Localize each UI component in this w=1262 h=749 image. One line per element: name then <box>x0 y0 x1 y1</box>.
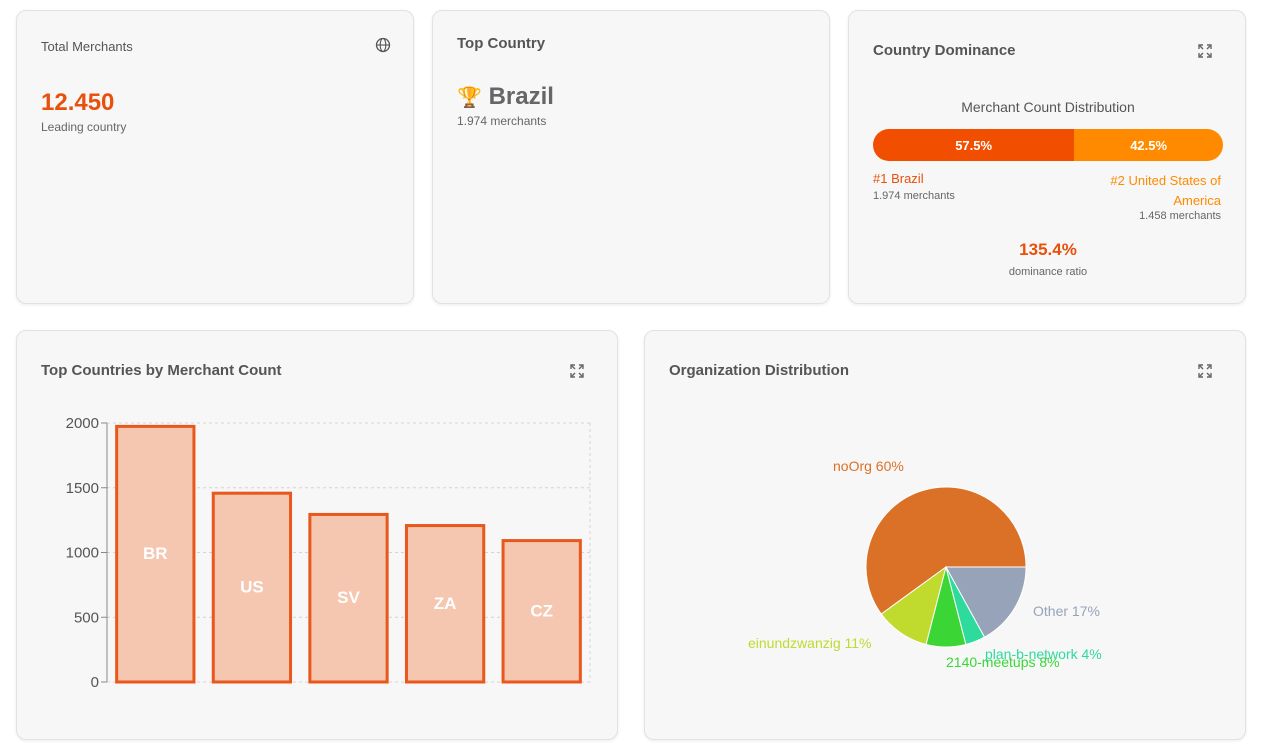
bar-cz <box>501 539 582 684</box>
pie-chart-card: Organization Distribution noOrg 60% einun… <box>644 330 1246 740</box>
y-tick-label: 0 <box>91 674 99 691</box>
bar-label: ZA <box>434 594 457 613</box>
distribution-bar: 57.5% 42.5% <box>873 129 1223 161</box>
card-title: Top Country <box>457 35 546 52</box>
bar-sv <box>308 512 389 684</box>
total-merchants-subtitle: Leading country <box>41 120 127 134</box>
bar-za <box>404 524 486 684</box>
expand-icon[interactable] <box>569 363 585 379</box>
distribution-segment-first: 57.5% <box>873 129 1075 161</box>
trophy-icon: 🏆 <box>457 87 482 109</box>
pie-chart: noOrg 60% einundzwanzig 11% 2140-meetups 8… <box>748 458 1102 670</box>
pie-label: Other 17% <box>1033 603 1100 619</box>
second-country-label: #2 United States of America <box>1110 173 1221 208</box>
first-country-merchants: 1.974 merchants <box>873 190 955 202</box>
card-title: Total Merchants <box>41 39 133 54</box>
top-country-name: Brazil <box>488 83 554 110</box>
expand-icon[interactable] <box>1197 363 1213 379</box>
total-merchants-card: Total Merchants 12.450 Leading country <box>16 10 414 304</box>
first-country-label: #1 Brazil <box>873 171 924 186</box>
bar-us <box>211 491 293 684</box>
globe-icon <box>375 37 391 53</box>
pie-label: noOrg 60% <box>833 458 904 474</box>
pie-label: einundzwanzig 11% <box>748 635 872 651</box>
pie-slice <box>865 486 1027 615</box>
y-tick-label: 1000 <box>66 545 99 562</box>
bar-label: CZ <box>530 601 553 620</box>
total-merchants-value: 12.450 <box>41 89 115 116</box>
country-dominance-card: Country Dominance Merchant Count Distrib… <box>848 10 1246 304</box>
dominance-ratio-value: 135.4% <box>1019 240 1077 259</box>
card-title: Organization Distribution <box>669 362 849 379</box>
expand-icon[interactable] <box>1197 43 1213 59</box>
card-title: Country Dominance <box>873 42 1016 59</box>
distribution-title: Merchant Count Distribution <box>961 99 1135 115</box>
bar-br <box>115 424 196 684</box>
bar-label: SV <box>337 588 360 607</box>
y-tick-label: 2000 <box>66 415 99 432</box>
bar-chart: 0 500 1000 1500 2000 BR US SV ZA CZ <box>66 415 591 691</box>
distribution-segment-second: 42.5% <box>1074 129 1223 161</box>
bar-label: BR <box>143 544 168 563</box>
card-title: Top Countries by Merchant Count <box>41 362 282 379</box>
pie-label: plan-b-network 4% <box>985 646 1102 662</box>
bar-label: US <box>240 578 264 597</box>
top-country-merchants: 1.974 merchants <box>457 114 547 128</box>
y-tick-label: 1500 <box>66 480 99 497</box>
second-country-merchants: 1.458 merchants <box>1139 210 1221 222</box>
top-country-heading: 🏆 Brazil <box>457 83 554 111</box>
dominance-ratio-label: dominance ratio <box>1008 266 1088 278</box>
pie-slice <box>945 566 1027 638</box>
y-tick-label: 500 <box>74 609 99 626</box>
top-country-card: Top Country 🏆 Brazil 1.974 merchants <box>432 10 830 304</box>
bar-chart-card: Top Countries by Merchant Count 0 500 1000… <box>16 330 618 740</box>
pie-label: 2140-meetups 8% <box>946 654 1060 670</box>
